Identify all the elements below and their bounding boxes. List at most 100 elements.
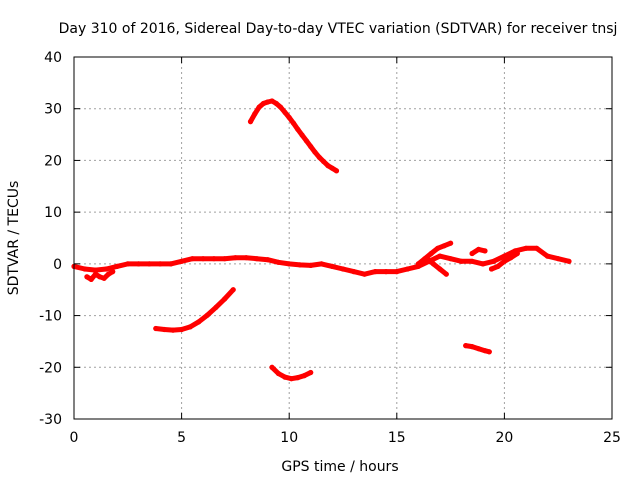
x-tick-label: 0 bbox=[70, 430, 79, 446]
data-point bbox=[125, 261, 131, 267]
data-point bbox=[92, 271, 99, 277]
data-point bbox=[101, 275, 107, 281]
data-point bbox=[254, 256, 260, 262]
series-late-excursions-2 bbox=[424, 256, 449, 277]
y-tick-label: 10 bbox=[44, 205, 62, 221]
data-point bbox=[437, 266, 443, 272]
data-point bbox=[97, 274, 103, 280]
data-point bbox=[469, 250, 475, 257]
data-point bbox=[361, 271, 368, 277]
data-point bbox=[333, 168, 340, 174]
data-point bbox=[82, 266, 88, 272]
data-point bbox=[168, 261, 174, 267]
data-point bbox=[136, 261, 142, 267]
data-point bbox=[329, 263, 335, 269]
data-point bbox=[501, 253, 507, 259]
y-axis-label: SDTVAR / TECUs bbox=[6, 181, 22, 296]
data-point bbox=[260, 100, 266, 107]
data-point bbox=[523, 245, 529, 251]
data-point bbox=[275, 370, 281, 377]
plot-frame bbox=[73, 56, 613, 420]
series-early-dips bbox=[84, 269, 116, 282]
data-point bbox=[316, 154, 322, 160]
data-point bbox=[196, 319, 202, 325]
data-point bbox=[394, 269, 400, 275]
x-axis-label: GPS time / hours bbox=[281, 459, 398, 475]
data-point bbox=[308, 143, 314, 150]
data-point bbox=[443, 271, 449, 277]
data-point bbox=[84, 274, 90, 280]
data-point bbox=[189, 256, 195, 262]
series-arc-low bbox=[269, 364, 314, 382]
data-point bbox=[480, 261, 486, 267]
data-point bbox=[295, 126, 301, 132]
data-point bbox=[146, 261, 152, 267]
data-point bbox=[308, 262, 314, 268]
data-point bbox=[303, 138, 309, 144]
data-point bbox=[325, 163, 331, 169]
data-point bbox=[495, 263, 501, 269]
data-point bbox=[508, 255, 514, 261]
data-series bbox=[71, 98, 572, 382]
data-point bbox=[211, 256, 217, 262]
data-point bbox=[486, 349, 492, 355]
series-line bbox=[153, 287, 236, 333]
data-point bbox=[170, 327, 176, 333]
data-point bbox=[482, 348, 488, 354]
data-point bbox=[230, 287, 236, 293]
data-point bbox=[435, 245, 441, 251]
data-point bbox=[383, 269, 389, 275]
data-point bbox=[329, 165, 335, 171]
y-tick-label: 30 bbox=[44, 102, 62, 118]
data-point bbox=[265, 99, 271, 105]
data-point bbox=[114, 263, 120, 269]
x-tick-label: 25 bbox=[603, 430, 621, 446]
data-point bbox=[243, 255, 249, 261]
data-point bbox=[187, 324, 193, 330]
data-point bbox=[372, 269, 378, 275]
data-point bbox=[92, 267, 99, 273]
data-point bbox=[200, 256, 206, 262]
data-point bbox=[488, 266, 495, 272]
data-point bbox=[103, 266, 109, 272]
data-point bbox=[286, 114, 292, 121]
data-point bbox=[295, 375, 301, 381]
data-point bbox=[222, 296, 228, 302]
grid bbox=[74, 57, 612, 419]
series-line bbox=[424, 256, 449, 277]
data-point bbox=[308, 369, 314, 376]
x-tick-label: 5 bbox=[177, 430, 186, 446]
data-point bbox=[105, 271, 111, 277]
data-point bbox=[469, 258, 475, 264]
data-point bbox=[458, 258, 464, 264]
data-point bbox=[555, 256, 561, 262]
data-point bbox=[204, 312, 210, 318]
data-point bbox=[491, 258, 497, 264]
data-point bbox=[179, 258, 185, 264]
data-point bbox=[213, 304, 219, 310]
x-tick-label: 15 bbox=[388, 430, 406, 446]
data-point bbox=[463, 343, 469, 349]
data-point bbox=[448, 256, 454, 262]
x-tick-label: 10 bbox=[280, 430, 298, 446]
series-late-excursions-4 bbox=[488, 250, 520, 272]
y-tick-label: -20 bbox=[39, 360, 62, 376]
data-point bbox=[441, 243, 447, 249]
data-point bbox=[273, 100, 279, 107]
data-point bbox=[157, 261, 163, 267]
data-point bbox=[428, 250, 434, 257]
series-late-excursions-3 bbox=[469, 246, 488, 257]
data-point bbox=[161, 326, 167, 333]
series-arc-rising bbox=[153, 287, 236, 333]
data-point bbox=[476, 246, 482, 252]
data-point bbox=[405, 266, 411, 272]
data-point bbox=[415, 261, 421, 267]
data-point bbox=[469, 344, 475, 350]
data-point bbox=[476, 346, 482, 352]
data-point bbox=[566, 258, 572, 264]
data-point bbox=[278, 104, 284, 110]
series-main-band bbox=[71, 245, 572, 277]
data-point bbox=[290, 120, 297, 126]
data-point bbox=[275, 259, 281, 265]
